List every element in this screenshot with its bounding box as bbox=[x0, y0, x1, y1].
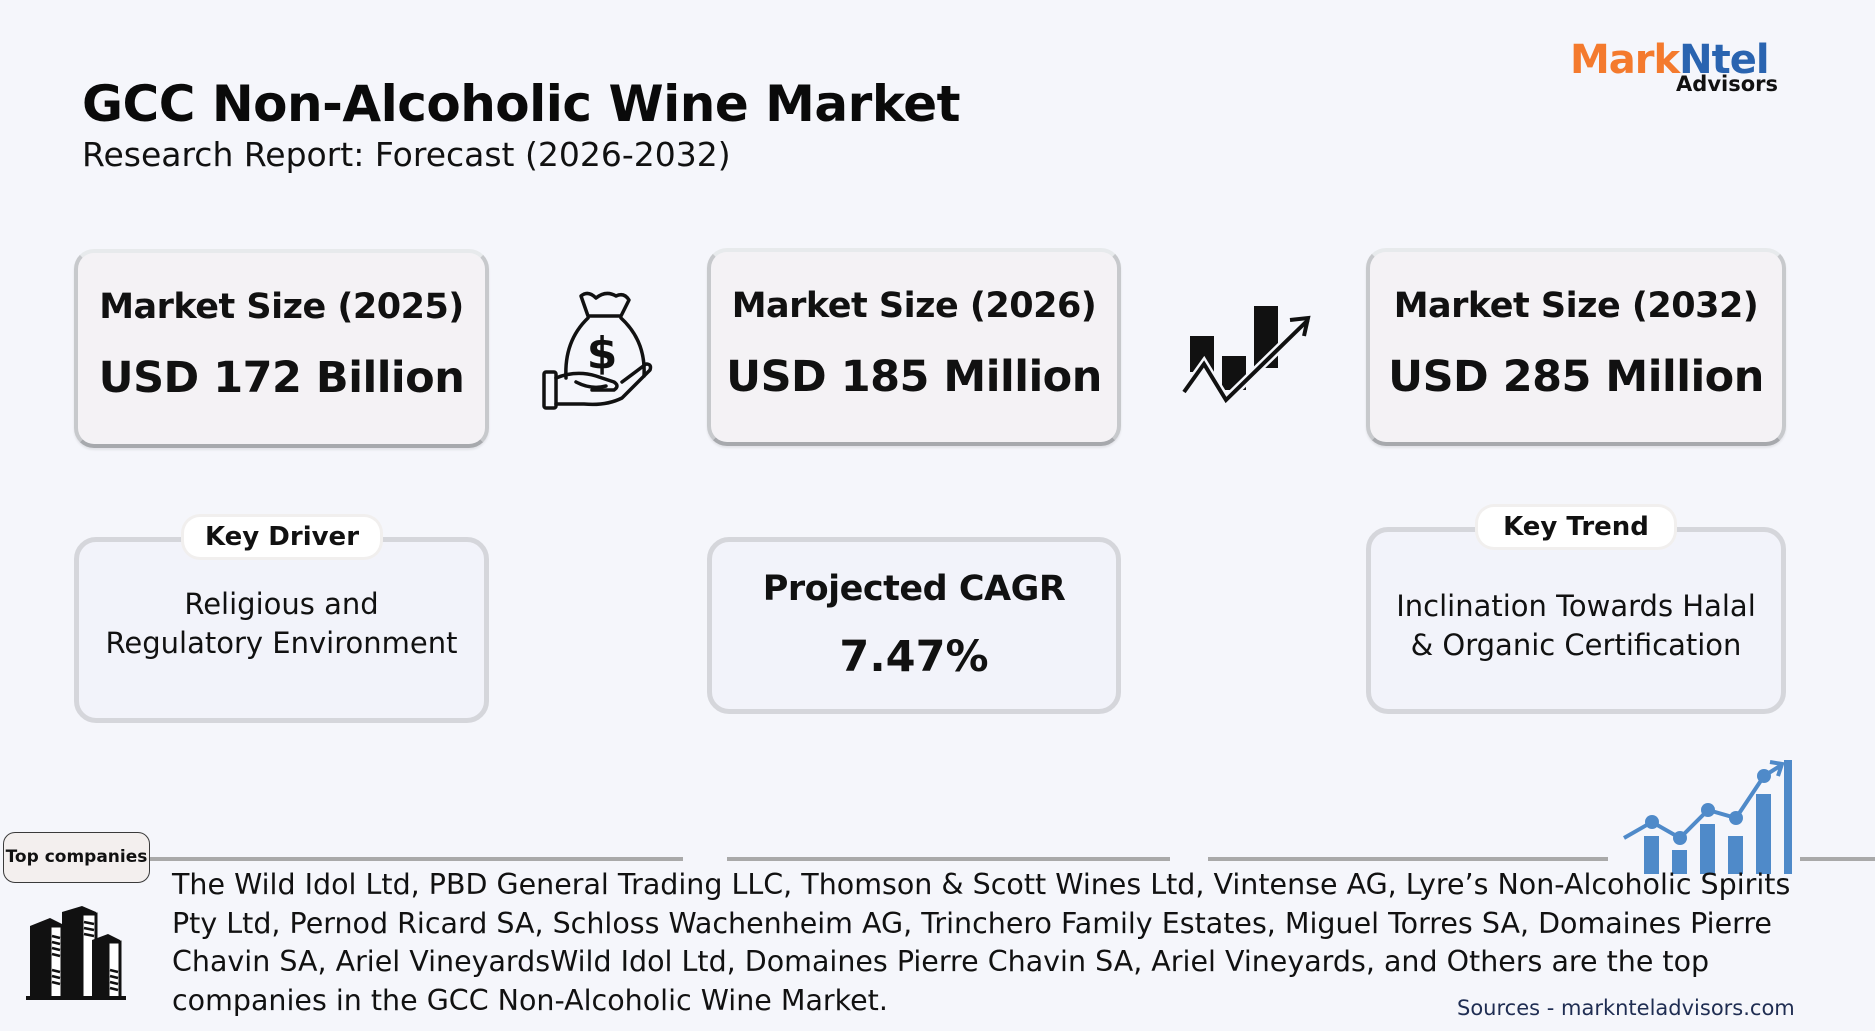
stat-value: USD 285 Million bbox=[1388, 352, 1764, 402]
key-driver-line-2: Regulatory Environment bbox=[105, 626, 458, 660]
cagr-label: Projected CAGR bbox=[762, 569, 1066, 609]
key-trend-label: Key Trend bbox=[1478, 507, 1674, 547]
top-companies-label: Top companies bbox=[3, 832, 150, 883]
stat-label: Market Size (2026) bbox=[731, 286, 1097, 326]
top-companies-text: The Wild Idol Ltd, PBD General Trading L… bbox=[172, 868, 1791, 1018]
market-size-2032-card: Market Size (2032) USD 285 Million bbox=[1366, 248, 1786, 446]
brand-tagline: Advisors bbox=[1676, 72, 1778, 96]
stat-value: USD 185 Million bbox=[726, 352, 1102, 402]
brand-logo: MarkNtel Advisors bbox=[1570, 38, 1780, 98]
key-driver-card: Religious and Regulatory Environment bbox=[74, 537, 489, 723]
divider-line bbox=[727, 857, 1170, 861]
stat-label: Market Size (2025) bbox=[99, 287, 464, 327]
key-driver-line-1: Religious and bbox=[184, 587, 379, 621]
divider-line bbox=[150, 857, 683, 861]
svg-text:$: $ bbox=[587, 328, 618, 379]
key-trend-card: Inclination Towards Halal & Organic Cert… bbox=[1366, 527, 1786, 714]
growth-chart-icon bbox=[1180, 300, 1320, 408]
sources-footer: Sources - marknteladvisors.com bbox=[1457, 996, 1795, 1020]
market-size-2026-card: Market Size (2026) USD 185 Million bbox=[707, 248, 1121, 446]
cagr-value: 7.47% bbox=[839, 632, 989, 682]
brand-name-mark: Mark bbox=[1570, 37, 1680, 83]
market-size-2025-card: Market Size (2025) USD 172 Billion bbox=[74, 249, 489, 448]
key-driver-label: Key Driver bbox=[184, 517, 380, 557]
bar-line-chart-icon bbox=[1620, 752, 1792, 874]
key-trend-line-2: & Organic Certification bbox=[1410, 628, 1742, 662]
key-trend-line-1: Inclination Towards Halal bbox=[1396, 589, 1756, 623]
money-bag-hand-icon: $ bbox=[536, 286, 656, 412]
projected-cagr-card: Projected CAGR 7.47% bbox=[707, 537, 1121, 714]
page-title: GCC Non-Alcoholic Wine Market bbox=[82, 75, 961, 133]
buildings-icon bbox=[22, 900, 132, 1004]
divider-line bbox=[1800, 857, 1875, 861]
stat-label: Market Size (2032) bbox=[1393, 286, 1759, 326]
divider-line bbox=[1208, 857, 1608, 861]
page-subtitle: Research Report: Forecast (2026-2032) bbox=[82, 135, 731, 174]
brand-name-ntel: Ntel bbox=[1679, 37, 1769, 83]
stat-value: USD 172 Billion bbox=[98, 353, 465, 403]
